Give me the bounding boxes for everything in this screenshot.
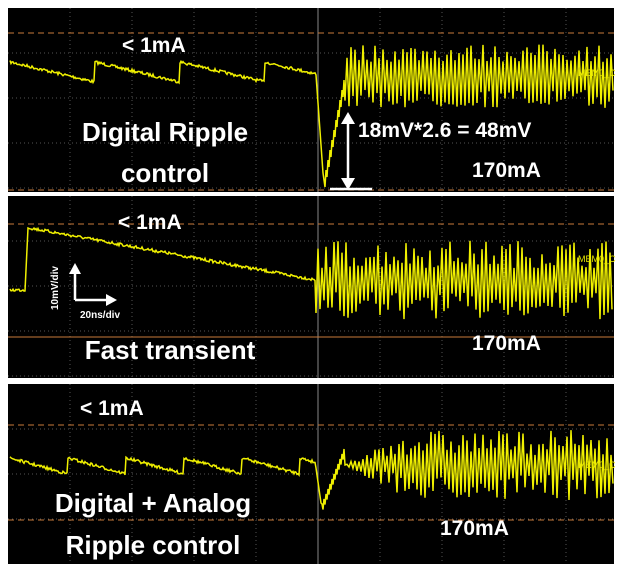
load-low: < 1mA	[118, 211, 182, 234]
panel-title: Digital + Analog	[55, 488, 251, 518]
load-high: 170mA	[472, 159, 541, 182]
load-low: < 1mA	[80, 397, 144, 420]
panel-title: Digital Ripple	[82, 117, 248, 147]
panel-title: control	[121, 158, 209, 188]
memo-label: MEM0_C	[578, 68, 616, 78]
load-low: < 1mA	[122, 34, 186, 57]
memo-label: MEM0_C	[578, 460, 616, 470]
memo-label: MEM0_C	[578, 254, 616, 264]
annotation: 18mV*2.6 = 48mV	[358, 119, 531, 142]
panel-title: Ripple control	[66, 530, 241, 560]
scale-label: 10mV/div	[50, 266, 61, 310]
load-high: 170mA	[472, 332, 541, 355]
load-high: 170mA	[440, 517, 509, 540]
figure: < 1mA Digital Ripple control 18mV*2.6 = …	[0, 0, 621, 564]
scale-label: 20ns/div	[80, 310, 120, 321]
panel-title: Fast transient	[85, 335, 256, 365]
